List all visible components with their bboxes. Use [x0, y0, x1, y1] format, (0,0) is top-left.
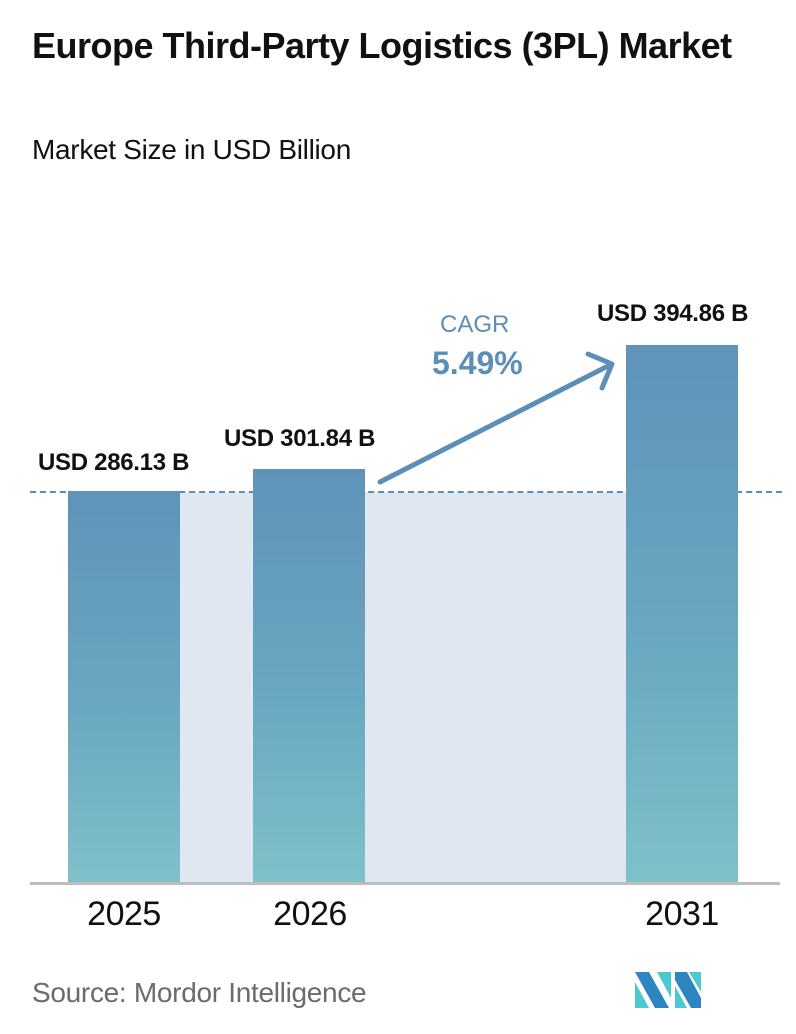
x-label-2025: 2025: [87, 895, 161, 933]
cagr-label: CAGR: [440, 311, 510, 338]
cagr-value: 5.49%: [432, 345, 523, 381]
value-label-2026: USD 301.84 B: [224, 425, 376, 452]
bar-2026: [253, 469, 365, 883]
x-axis-line: [30, 882, 780, 885]
mordor-intelligence-logo-icon: [635, 972, 701, 1008]
source-text: Source: Mordor Intelligence: [32, 977, 367, 1008]
value-label-2031: USD 394.86 B: [597, 300, 749, 327]
bar-2031: [626, 345, 738, 883]
chart-subtitle: Market Size in USD Billion: [32, 134, 351, 165]
value-label-2025: USD 286.13 B: [38, 449, 190, 476]
bar-2025: [68, 491, 180, 883]
cagr-arrow-icon: [377, 351, 615, 485]
reference-dashed-line: [30, 491, 782, 493]
x-label-2031: 2031: [645, 895, 719, 933]
x-label-2026: 2026: [273, 895, 347, 933]
chart-title: Europe Third-Party Logistics (3PL) Marke…: [32, 25, 732, 66]
